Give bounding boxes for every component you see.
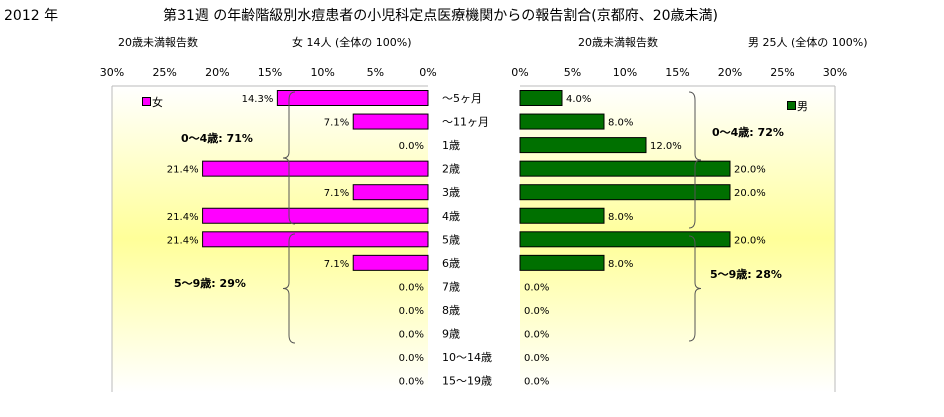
- male-bar: [519, 90, 563, 106]
- female-data-label: 0.0%: [399, 141, 424, 152]
- female-data-label: 14.3%: [242, 94, 274, 105]
- male-data-label: 0.0%: [524, 330, 549, 341]
- category-label: 6歳: [442, 257, 460, 270]
- chart-title: 第31週 の年齢階級別水痘患者の小児科定点医療機関からの報告割合(京都府、20歳…: [163, 8, 719, 24]
- category-label: 7歳: [442, 280, 460, 293]
- female-bar: [202, 231, 429, 248]
- male-legend: 男: [787, 98, 808, 114]
- female-bar: [352, 113, 429, 130]
- male-legend-swatch: [787, 101, 796, 110]
- female-tick-label: 25%: [152, 66, 176, 79]
- male-group-0-4: 0〜4歳: 72%: [712, 126, 784, 139]
- female-data-label: 21.4%: [167, 212, 199, 223]
- male-total-label: 男 25人 (全体の 100%): [748, 36, 868, 49]
- male-data-label: 4.0%: [566, 94, 591, 105]
- female-data-label: 0.0%: [399, 330, 424, 341]
- category-label: 10〜14歳: [442, 351, 492, 364]
- male-tick-label: 15%: [665, 66, 689, 79]
- female-tick-label: 0%: [419, 66, 436, 79]
- male-tick-label: 0%: [511, 66, 528, 79]
- male-bar: [519, 207, 605, 224]
- male-bar: [519, 231, 731, 248]
- female-group-0-4: 0〜4歳: 71%: [181, 132, 253, 145]
- male-data-label: 20.0%: [734, 188, 766, 199]
- female-report-label: 20歳未満報告数: [118, 36, 198, 49]
- male-data-label: 20.0%: [734, 165, 766, 176]
- male-bar: [519, 254, 605, 271]
- female-tick-label: 20%: [205, 66, 229, 79]
- male-bar: [519, 137, 647, 154]
- category-label: 〜11ヶ月: [442, 116, 489, 129]
- female-legend: 女: [142, 94, 163, 110]
- female-tick-label: 15%: [258, 66, 282, 79]
- male-data-label: 8.0%: [608, 259, 633, 270]
- male-tick-label: 25%: [770, 66, 794, 79]
- male-data-label: 8.0%: [608, 118, 633, 129]
- female-data-label: 7.1%: [324, 259, 349, 270]
- female-data-label: 0.0%: [399, 377, 424, 388]
- category-label: 〜5ヶ月: [442, 92, 482, 105]
- category-label: 9歳: [442, 328, 460, 341]
- male-legend-label: 男: [797, 100, 808, 113]
- year-label: 2012 年: [4, 8, 59, 24]
- male-tick-label: 5%: [564, 66, 581, 79]
- male-group-5-9: 5〜9歳: 28%: [710, 268, 782, 281]
- female-tick-label: 30%: [100, 66, 124, 79]
- female-data-label: 7.1%: [324, 188, 349, 199]
- male-tick-label: 30%: [823, 66, 847, 79]
- category-label: 3歳: [442, 186, 460, 199]
- category-label: 15〜19歳: [442, 375, 492, 388]
- category-label: 8歳: [442, 304, 460, 317]
- male-data-label: 0.0%: [524, 306, 549, 317]
- female-data-label: 7.1%: [324, 118, 349, 129]
- male-bar: [519, 160, 731, 177]
- female-brace-0-4: [282, 91, 296, 225]
- category-label: 2歳: [442, 163, 460, 176]
- female-data-label: 21.4%: [167, 165, 199, 176]
- female-data-label: 0.0%: [399, 282, 424, 293]
- male-bar: [519, 184, 731, 201]
- female-bar: [276, 90, 429, 106]
- male-tick-label: 10%: [613, 66, 637, 79]
- female-total-label: 女 14人 (全体の 100%): [292, 36, 412, 49]
- female-data-label: 21.4%: [167, 235, 199, 246]
- category-label: 4歳: [442, 210, 460, 223]
- male-brace-0-4: [688, 91, 702, 229]
- female-bar: [202, 160, 429, 177]
- female-brace-5-9: [282, 233, 296, 344]
- male-data-label: 0.0%: [524, 282, 549, 293]
- female-bar: [202, 207, 429, 224]
- male-bar: [519, 113, 605, 130]
- female-bar: [352, 184, 429, 201]
- female-legend-label: 女: [152, 96, 163, 109]
- female-group-5-9: 5〜9歳: 29%: [174, 277, 246, 290]
- female-legend-swatch: [142, 97, 151, 106]
- male-brace-5-9: [688, 235, 702, 342]
- female-bar: [352, 254, 429, 271]
- female-data-label: 0.0%: [399, 306, 424, 317]
- female-tick-label: 10%: [310, 66, 334, 79]
- category-label: 5歳: [442, 233, 460, 246]
- female-tick-label: 5%: [367, 66, 384, 79]
- male-data-label: 8.0%: [608, 212, 633, 223]
- male-data-label: 0.0%: [524, 353, 549, 364]
- female-data-label: 0.0%: [399, 353, 424, 364]
- male-data-label: 12.0%: [650, 141, 682, 152]
- male-data-label: 20.0%: [734, 235, 766, 246]
- male-report-label: 20歳未満報告数: [578, 36, 658, 49]
- category-label: 1歳: [442, 139, 460, 152]
- male-tick-label: 20%: [718, 66, 742, 79]
- male-data-label: 0.0%: [524, 377, 549, 388]
